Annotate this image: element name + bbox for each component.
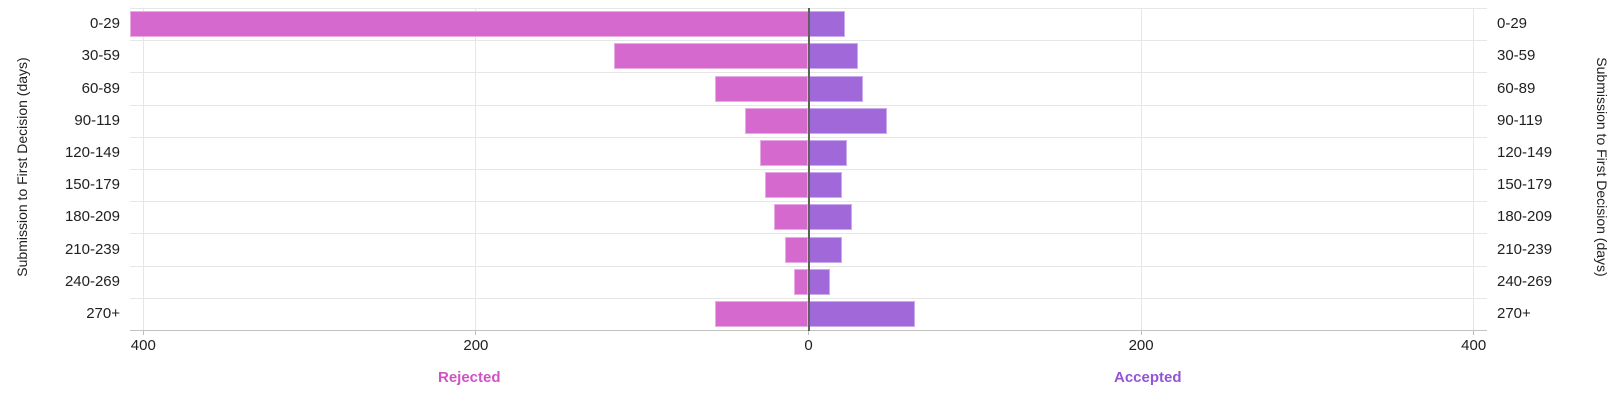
y-category-label-left: 60-89 xyxy=(81,79,120,97)
x-tick-label: 400 xyxy=(130,337,156,354)
x-tick-label: 0 xyxy=(804,337,813,354)
y-category-label-right: 90-119 xyxy=(1497,111,1543,129)
x-axis-tick xyxy=(1473,331,1475,335)
bar-rejected-120-149 xyxy=(760,139,809,166)
y-category-label-left: 90-119 xyxy=(74,111,120,129)
bar-accepted-90-119 xyxy=(808,107,887,134)
bar-accepted-30-59 xyxy=(808,43,859,70)
x-axis-tick xyxy=(142,331,144,335)
x-tick-label: 400 xyxy=(1461,337,1487,354)
bar-rejected-150-179 xyxy=(765,172,809,199)
v-gridline xyxy=(1140,8,1142,330)
x-axis-tick xyxy=(808,331,809,335)
bar-rejected-0-29 xyxy=(130,11,809,38)
bar-accepted-240-269 xyxy=(808,268,831,295)
bar-accepted-120-149 xyxy=(808,139,847,166)
y-category-label-right: 30-59 xyxy=(1497,47,1536,65)
x-axis-tick xyxy=(475,331,477,335)
bar-accepted-0-29 xyxy=(808,11,846,38)
zero-baseline xyxy=(807,8,810,331)
legend-label-rejected: Rejected xyxy=(437,369,501,386)
y-category-label-right: 60-89 xyxy=(1497,79,1536,97)
y-axis-title-right: Submission to First Decision (days) xyxy=(1594,57,1610,277)
bar-rejected-270+ xyxy=(715,300,809,327)
legend-label-accepted: Accepted xyxy=(1113,369,1182,386)
x-tick-label: 200 xyxy=(1128,337,1154,354)
y-category-label-left: 210-239 xyxy=(64,240,120,258)
y-category-label-right: 270+ xyxy=(1497,304,1531,322)
y-category-label-right: 180-209 xyxy=(1497,208,1553,226)
y-category-label-left: 150-179 xyxy=(64,176,120,194)
v-gridline xyxy=(475,8,477,330)
bar-accepted-60-89 xyxy=(808,75,864,102)
x-tick-label: 200 xyxy=(463,337,489,354)
bar-accepted-210-239 xyxy=(808,236,842,263)
y-category-label-right: 210-239 xyxy=(1497,240,1553,258)
bar-rejected-90-119 xyxy=(745,107,809,134)
y-category-label-right: 120-149 xyxy=(1497,143,1553,161)
v-gridline xyxy=(142,8,144,330)
y-category-label-right: 150-179 xyxy=(1497,176,1553,194)
y-category-label-left: 0-29 xyxy=(89,15,120,33)
bar-rejected-240-269 xyxy=(793,268,809,295)
y-category-label-left: 120-149 xyxy=(64,143,120,161)
y-category-label-left: 270+ xyxy=(86,304,120,322)
y-category-label-left: 240-269 xyxy=(64,272,120,290)
y-category-label-left: 180-209 xyxy=(64,208,120,226)
bar-accepted-180-209 xyxy=(808,204,852,231)
bar-accepted-270+ xyxy=(808,300,915,327)
y-category-label-right: 240-269 xyxy=(1497,272,1553,290)
x-axis-tick xyxy=(1140,331,1142,335)
v-gridline xyxy=(1473,8,1475,330)
bar-rejected-180-209 xyxy=(773,204,809,231)
y-category-label-left: 30-59 xyxy=(81,47,120,65)
y-category-label-right: 0-29 xyxy=(1497,15,1528,33)
bar-rejected-210-239 xyxy=(785,236,809,263)
bar-accepted-150-179 xyxy=(808,172,842,199)
bar-rejected-60-89 xyxy=(715,75,809,102)
bar-rejected-30-59 xyxy=(613,43,809,70)
